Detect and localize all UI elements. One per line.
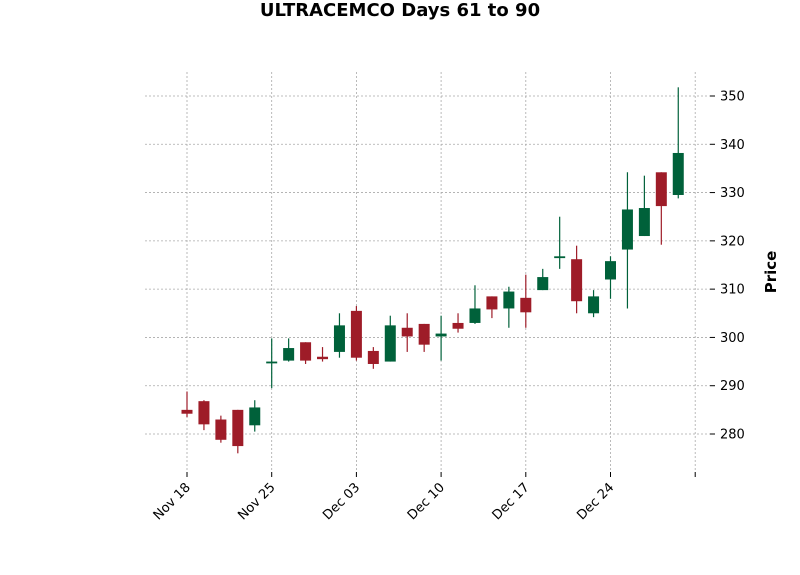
candle-body — [333, 325, 345, 352]
y-axis-title: Price — [762, 251, 780, 294]
candle — [537, 268, 549, 291]
candle-body — [350, 310, 362, 358]
candle — [418, 323, 430, 352]
candle — [520, 274, 532, 328]
candle — [486, 296, 498, 319]
candle — [367, 347, 379, 369]
candle — [317, 347, 329, 362]
candle — [452, 313, 464, 333]
y-tick-label: 280 — [720, 428, 745, 443]
candle-body — [520, 297, 532, 313]
candle — [621, 172, 633, 309]
candle-body — [384, 325, 396, 362]
candle — [672, 87, 684, 199]
y-tick-label: 340 — [720, 138, 745, 153]
candle — [266, 338, 278, 389]
candle-body — [503, 291, 515, 309]
x-axis-ticks: Nov 18 Nov 25 Dec 03 Dec 10 Dec 17 Dec 24 — [151, 472, 696, 523]
chart-title: ULTRACEMCO Days 61 to 90 — [259, 0, 541, 21]
candle-body — [435, 333, 447, 337]
candle — [638, 175, 650, 237]
y-tick-label: 330 — [720, 186, 745, 201]
x-tick-label: Dec 03 — [320, 480, 363, 523]
candle — [435, 315, 447, 361]
candle-body — [401, 327, 413, 337]
candle — [503, 286, 515, 328]
candle-body — [655, 172, 667, 207]
candle — [554, 216, 566, 269]
candle — [249, 400, 261, 432]
candle-body — [249, 407, 261, 426]
candle — [283, 338, 295, 362]
candle-body — [367, 350, 379, 364]
candle-body — [554, 256, 566, 259]
x-tick-label: Dec 24 — [574, 480, 617, 523]
y-tick-label: 320 — [720, 234, 745, 249]
candle — [469, 285, 481, 324]
candle — [333, 313, 345, 358]
candle — [215, 415, 227, 443]
candle — [300, 342, 312, 364]
candle-body — [283, 348, 295, 361]
candle-body — [452, 322, 464, 329]
candle-body — [486, 296, 498, 310]
x-tick-label: Nov 25 — [235, 480, 278, 523]
candle — [384, 315, 396, 362]
x-tick-label: Nov 18 — [151, 480, 194, 523]
candle — [401, 313, 413, 352]
y-tick-label: 310 — [720, 283, 745, 298]
candle-body — [672, 152, 684, 195]
candle-body — [300, 342, 312, 361]
candle-body — [418, 323, 430, 345]
candle-body — [537, 277, 549, 291]
candle-body — [638, 208, 650, 237]
y-tick-label: 290 — [720, 379, 745, 394]
candle — [350, 306, 362, 361]
candle — [181, 391, 193, 418]
candle — [588, 290, 600, 318]
candle-body — [266, 361, 278, 364]
x-tick-label: Dec 10 — [405, 480, 448, 523]
candle-body — [198, 401, 210, 425]
candle — [198, 400, 210, 431]
candle-body — [571, 259, 583, 302]
candle-body — [588, 296, 600, 314]
candle-body — [621, 209, 633, 250]
grid-lines — [145, 72, 710, 472]
candle-body — [181, 409, 193, 414]
y-tick-label: 300 — [720, 331, 745, 346]
candle-body — [232, 409, 244, 447]
candles — [181, 87, 684, 454]
candle-body — [317, 356, 329, 360]
x-tick-label: Dec 17 — [490, 480, 533, 523]
candle-body — [469, 308, 481, 323]
candle — [605, 256, 616, 299]
candle — [232, 409, 244, 454]
y-axis-ticks: 280 290 300 310 320 330 340 350 — [710, 90, 745, 443]
candle-body — [215, 419, 227, 440]
y-tick-label: 350 — [720, 90, 745, 105]
candle-body — [605, 261, 616, 280]
candle — [655, 172, 667, 245]
candle — [571, 245, 583, 314]
